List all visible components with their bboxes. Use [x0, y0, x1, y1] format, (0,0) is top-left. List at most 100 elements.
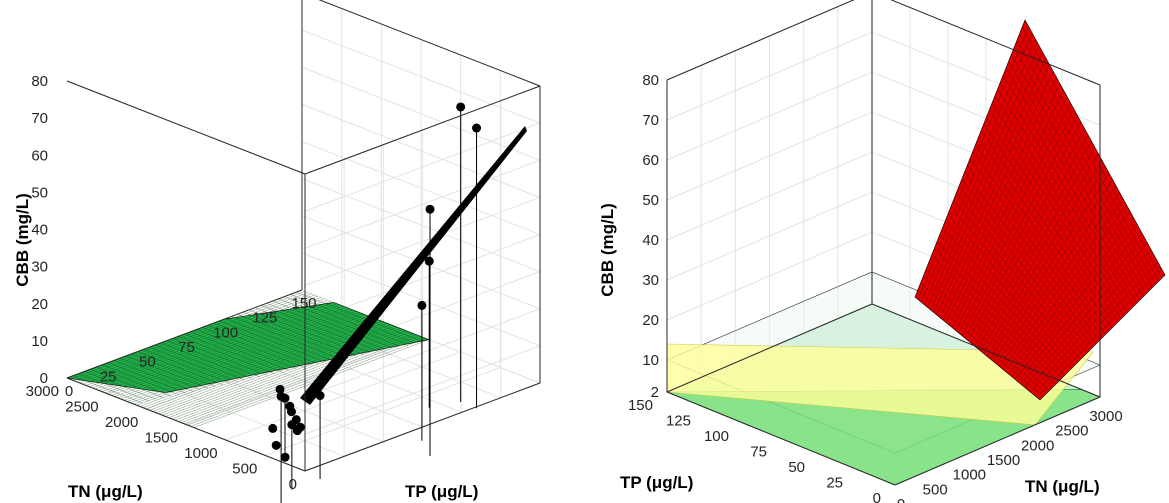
left-box-edge	[66, 80, 306, 175]
left-surface-mesh	[82, 296, 318, 385]
left-fit-line	[300, 126, 527, 405]
right-z-tick: 60	[642, 152, 659, 169]
right-red-mesh	[1022, 26, 1163, 279]
right-z-tick: 10	[642, 352, 659, 369]
left-point	[424, 256, 434, 266]
right-red-mesh	[996, 185, 1117, 365]
left-surface-mesh	[166, 340, 260, 378]
left-surface-mesh	[184, 335, 420, 425]
left-surface-mesh	[89, 298, 325, 387]
left-surface-mesh	[84, 371, 157, 400]
left-surface-mesh	[114, 308, 350, 397]
right-red-mesh	[1008, 61, 1147, 294]
left-zlabel: CBB (mg/L)	[13, 193, 32, 286]
left-box-edge	[66, 377, 306, 472]
right-red-mesh	[975, 144, 1109, 332]
right-red-mesh	[1002, 75, 1141, 301]
left-axes-box	[66, 0, 541, 472]
right-x-tick: 2500	[1055, 423, 1088, 440]
left-ylabel: TP (μg/L)	[405, 482, 478, 501]
left-surface-mesh	[272, 300, 393, 348]
right-red-mesh	[1005, 68, 1144, 297]
left-tick-labels: 0102030405060708005001000150020002500300…	[26, 73, 317, 493]
right-red-mesh	[978, 137, 1113, 329]
left-surface-mesh	[149, 347, 238, 382]
right-x-tick: 0	[897, 496, 905, 503]
left-x-tick: 500	[232, 461, 257, 478]
left-surface-mesh	[133, 315, 369, 405]
left-surface-mesh	[137, 351, 223, 386]
left-surface-mesh	[139, 318, 376, 407]
right-z-tick: 70	[642, 112, 659, 129]
left-surface-mesh	[177, 333, 414, 422]
left-point	[271, 440, 281, 450]
left-fit-line-band	[300, 126, 527, 405]
left-surface-mesh	[213, 322, 319, 365]
left-x-tick: 0	[289, 476, 297, 493]
right-red-mesh	[1024, 243, 1148, 388]
left-grid-x-floor	[185, 336, 422, 425]
right-red-mesh	[1016, 40, 1156, 285]
left-surface-mesh	[143, 319, 379, 408]
left-surface-mesh	[108, 305, 344, 395]
right-red-mesh	[1014, 223, 1138, 380]
right-red-mesh	[972, 151, 1106, 335]
left-point	[268, 423, 278, 433]
left-surface-mesh	[113, 360, 194, 392]
right-x-tick: 500	[923, 481, 948, 498]
left-surface-mesh	[120, 310, 357, 400]
left-point	[280, 452, 290, 462]
left-surface-mesh	[111, 307, 347, 396]
right-red-mesh	[986, 166, 1106, 357]
right-y-tick: 50	[788, 459, 805, 476]
right-y-tick: 25	[826, 475, 843, 492]
left-z-tick: 20	[31, 296, 48, 313]
left-x-tick: 2000	[105, 414, 138, 431]
left-surface-mesh	[171, 330, 407, 420]
right-red-mesh	[977, 147, 1096, 349]
left-point	[291, 415, 301, 425]
left-chart: 0 10 20 30 40 50 60 70 80 0 500 1000 1500 2000 2500 300…	[0, 0, 560, 503]
left-surface-mesh	[78, 373, 150, 402]
left-x-tick: 2500	[65, 399, 98, 416]
left-y-tick: 125	[252, 310, 277, 327]
left-y-tick: 100	[213, 324, 238, 341]
right-x-tick: 1000	[953, 467, 986, 484]
right-z-tick: 40	[642, 232, 659, 249]
left-surface-mesh	[152, 323, 388, 412]
left-y-tick: 150	[291, 295, 316, 312]
left-y-tick: 25	[100, 368, 117, 385]
right-red-mesh	[1000, 82, 1138, 304]
left-point	[417, 300, 427, 310]
right-red-mesh	[1013, 47, 1153, 288]
left-surface-mesh	[101, 303, 337, 392]
left-x-tick: 1000	[184, 445, 217, 462]
right-box-edge	[894, 396, 1101, 486]
right-y-tick: 125	[666, 413, 691, 430]
right-red-mesh	[1005, 204, 1127, 372]
left-surface-mesh	[181, 334, 417, 423]
right-y-tick: 0	[873, 490, 881, 503]
left-y-tick: 0	[65, 383, 73, 400]
right-xlabel: TN (μg/L)	[1025, 477, 1100, 496]
left-surface-mesh	[108, 362, 187, 394]
left-x-tick: 3000	[26, 383, 59, 400]
right-red-mesh	[999, 192, 1120, 367]
left-chart-plot: 0102030405060708005001000150020002500300…	[13, 0, 542, 503]
left-surface-mesh	[90, 369, 164, 399]
left-surface-mesh	[155, 344, 245, 381]
left-surface-mesh	[231, 316, 341, 360]
left-surface-mesh	[130, 314, 366, 403]
right-z-tick: 20	[642, 312, 659, 329]
right-box-edge	[890, 0, 1101, 86]
right-red-mesh	[1030, 255, 1155, 393]
left-surface-mesh	[243, 311, 356, 356]
left-surface-mesh	[95, 300, 331, 390]
right-x-tick: 2000	[1021, 437, 1054, 454]
left-box-edge	[304, 382, 541, 472]
left-surface-mesh	[119, 358, 201, 390]
left-surface-mesh	[117, 309, 353, 399]
left-surface-mesh	[174, 331, 410, 421]
right-red-mesh	[1011, 54, 1150, 291]
left-surface-mesh	[193, 339, 430, 428]
